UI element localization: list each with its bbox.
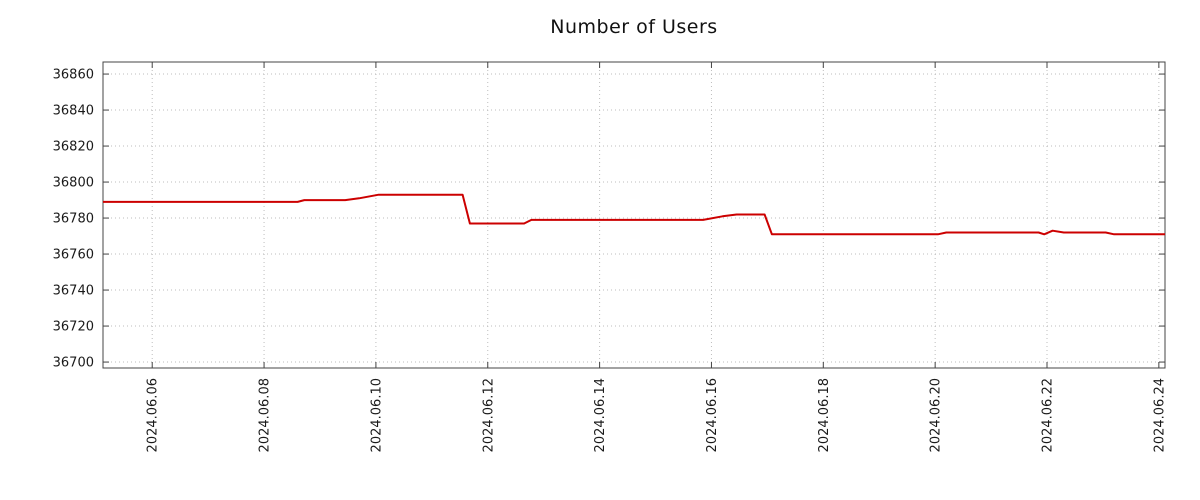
x-tick-label: 2024.06.22 — [1041, 378, 1056, 452]
y-tick-label: 36800 — [53, 176, 94, 191]
y-tick-label: 36780 — [53, 212, 94, 227]
y-tick-label: 36820 — [53, 140, 94, 155]
y-tick-label: 36840 — [53, 104, 94, 119]
chart-title: Number of Users — [550, 16, 718, 38]
x-tick-label: 2024.06.14 — [593, 378, 608, 452]
y-tick-label: 36760 — [53, 248, 94, 263]
y-tick-label: 36700 — [53, 356, 94, 371]
x-tick-label: 2024.06.08 — [258, 378, 273, 452]
x-tick-label: 2024.06.20 — [929, 378, 944, 452]
data-line — [103, 193, 1165, 236]
x-tick-label: 2024.06.06 — [146, 378, 161, 452]
y-tick-label: 36720 — [53, 320, 94, 335]
x-tick-label: 2024.06.18 — [817, 378, 832, 452]
x-tick-label: 2024.06.10 — [369, 378, 384, 452]
x-tick-label: 2024.06.12 — [481, 378, 496, 452]
y-tick-label: 36740 — [53, 284, 94, 299]
x-tick-label: 2024.06.24 — [1152, 378, 1167, 452]
plot-border — [102, 61, 1166, 369]
y-tick-label: 36860 — [53, 68, 94, 83]
x-tick-label: 2024.06.16 — [705, 378, 720, 452]
